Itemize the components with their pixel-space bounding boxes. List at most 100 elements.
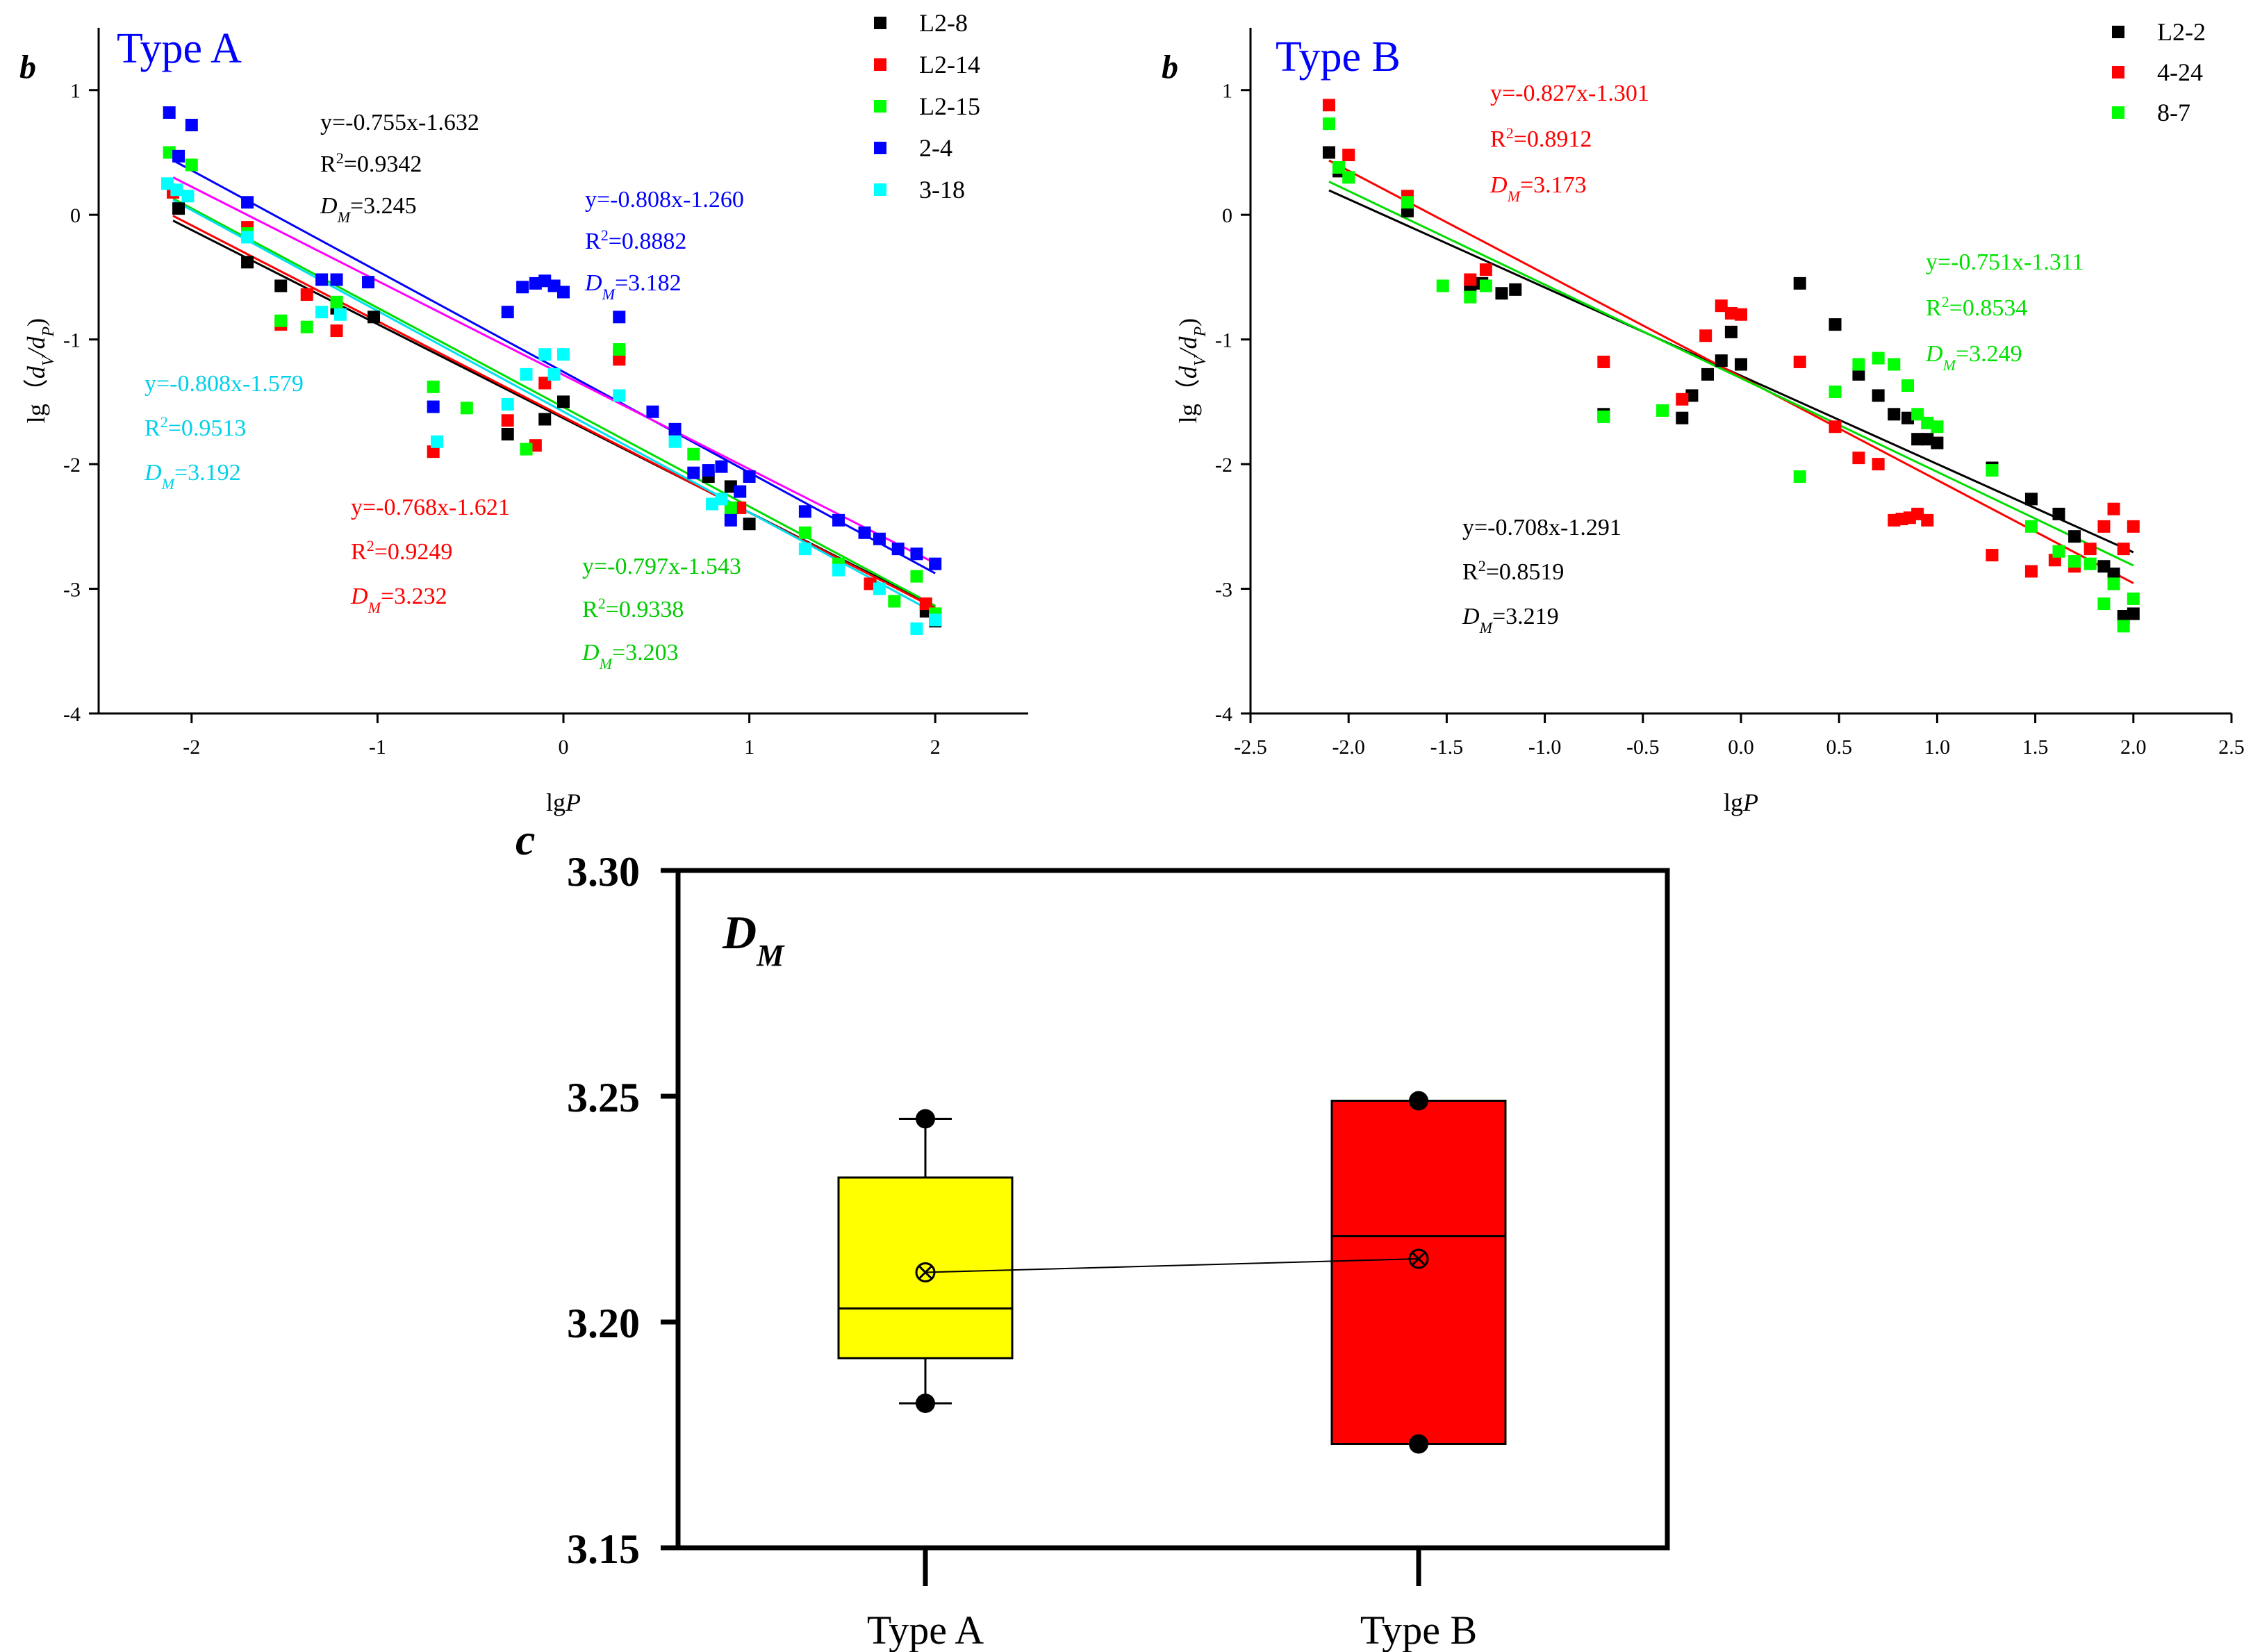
panel-2-point-8-7 <box>1597 410 1610 423</box>
panel-2-y-tick-label: -4 <box>1215 703 1232 726</box>
panel-2-annotation-l2-2-r2: R2=0.8519 <box>1462 557 1564 586</box>
panel-2-point-l2-2 <box>1735 358 1747 371</box>
panel-1-point-l2-8 <box>557 395 570 408</box>
panel-1-point-3-18 <box>538 348 552 361</box>
panel-1-annotation-l2-14-dm: DM=3.232 <box>350 584 447 616</box>
panel-1-point-2-4 <box>172 149 185 163</box>
panel-1-legend-label-l2-8: L2-8 <box>919 9 968 37</box>
panel-2-annotation-8-7-r2: R2=0.8534 <box>1926 293 2027 322</box>
panel-1-point-3-18 <box>929 613 942 627</box>
panel-2-point-l2-2 <box>2052 507 2065 520</box>
panel-2-x-tick-label: 2.5 <box>2218 736 2245 759</box>
panel-1-point-2-4 <box>315 273 329 286</box>
panel-1-annotation-2-4-dm: DM=3.182 <box>584 270 682 303</box>
panel-1-point-l2-14 <box>613 353 626 366</box>
panel-1-point-3-18 <box>181 190 195 203</box>
panel-1-point-l2-8 <box>743 518 756 531</box>
panel-1-fit-line-2-4 <box>172 159 936 575</box>
panel-2-y-axis-label: lg（dV/dP) <box>1174 318 1210 423</box>
panel-3-panel-letter: c <box>515 815 535 864</box>
panel-2-x-tick-label: 0.0 <box>1728 736 1754 759</box>
panel-3-mean-marker-type-a <box>915 1262 936 1282</box>
panel-3-mean-marker-type-b-cross-b <box>1411 1251 1426 1266</box>
panel-2-point-4-24 <box>1342 149 1355 162</box>
panel-2-annotation-4-24-r2: R2=0.8912 <box>1490 124 1592 153</box>
panel-2-point-l2-2 <box>2117 610 2130 623</box>
panel-1-point-3-18 <box>431 435 444 448</box>
panel-2-title: Type B <box>1276 33 1401 81</box>
panel-1-point-2-4 <box>516 281 529 294</box>
panel-2-x-tick-label: -2.0 <box>1332 736 1365 759</box>
panel-1-point-2-4 <box>724 513 737 527</box>
panel-1-point-3-18 <box>557 348 570 361</box>
panel-1-point-l2-15 <box>460 402 473 415</box>
panel-1-point-2-4 <box>241 196 254 209</box>
panel-1-point-2-4 <box>557 286 570 299</box>
panel-2-point-8-7 <box>2107 577 2120 590</box>
panel-1-point-l2-15 <box>613 342 626 356</box>
panel-1-y-tick-label: -3 <box>63 579 81 602</box>
panel-2-point-8-7 <box>1829 386 1842 399</box>
panel-1-fit-line-l2-15 <box>172 197 936 607</box>
panel-2-point-8-7 <box>1901 379 1915 393</box>
panel-2-point-4-24 <box>1464 273 1477 286</box>
panel-2-legend-label-l2-2: L2-2 <box>2157 18 2206 46</box>
panel-1-point-3-18 <box>798 543 811 556</box>
panel-1-annotation-2-4-equation: y=-0.808x-1.260 <box>585 187 744 213</box>
panel-2-point-8-7 <box>2052 545 2065 558</box>
panel-2-point-4-24 <box>1699 329 1713 342</box>
panel-1-x-tick-label: -1 <box>369 736 386 759</box>
panel-1-point-3-18 <box>333 308 347 321</box>
panel-1-point-2-4 <box>687 466 700 479</box>
panel-2-point-8-7 <box>2083 557 2097 570</box>
panel-1-annotation-l2-15-equation: y=-0.797x-1.543 <box>582 554 741 579</box>
panel-1-annotation-l2-14-equation: y=-0.768x-1.621 <box>351 495 510 520</box>
panel-2-annotation-l2-2-dm: DM=3.219 <box>1462 604 1559 636</box>
panel-1-point-2-4 <box>185 118 198 131</box>
panel-1-point-2-4 <box>910 547 923 561</box>
panel-1-annotation-3-18-r2: R2=0.9513 <box>145 413 246 442</box>
panel-2-point-4-24 <box>2117 543 2130 556</box>
panel-1-title: Type A <box>117 25 242 72</box>
panel-3-frame <box>675 868 1670 1551</box>
panel-2-point-l2-2 <box>1724 325 1738 338</box>
panel-2-y-tick-label: 1 <box>1222 80 1232 103</box>
panel-1-point-l2-15 <box>300 320 313 333</box>
panel-1-y-tick-label: 0 <box>70 204 81 227</box>
panel-2-point-4-24 <box>1322 99 1335 112</box>
panel-1-x-tick-label: 2 <box>930 736 941 759</box>
panel-1-annotation-l2-8-equation: y=-0.755x-1.632 <box>320 110 479 135</box>
panel-1-point-2-4 <box>798 505 811 518</box>
panel-3-box-type-a-min-point <box>916 1394 935 1413</box>
panel-2-point-l2-2 <box>1701 367 1714 381</box>
panel-1-x-axis-label: lgP <box>546 788 581 816</box>
panel-2-point-l2-2 <box>1921 433 1934 446</box>
panel-1-point-l2-8 <box>172 202 185 215</box>
panel-1-point-l2-15 <box>798 526 811 539</box>
panel-3-box-type-a-body <box>837 1176 1014 1360</box>
panel-1-point-2-4 <box>646 405 659 418</box>
panel-2-point-8-7 <box>1852 358 1865 371</box>
panel-2-point-8-7 <box>2024 520 2038 533</box>
panel-1-annotation-2-4-r2: R2=0.8882 <box>585 226 686 255</box>
panel-1-point-l2-8 <box>241 256 254 269</box>
panel-2-point-4-24 <box>1479 263 1492 276</box>
panel-1-y-tick-label: -2 <box>63 454 81 477</box>
panel-1-point-l2-15 <box>274 314 288 327</box>
panel-2-x-tick-label: -2.5 <box>1234 736 1267 759</box>
panel-2-point-8-7 <box>1888 358 1901 371</box>
panel-3-box-type-b-body <box>1330 1100 1507 1445</box>
panel-2-legend-label-4-24: 4-24 <box>2157 58 2203 86</box>
panel-2-y-tick-label: -1 <box>1215 329 1232 352</box>
panel-2-point-l2-2 <box>1676 411 1689 424</box>
panel-2-point-l2-2 <box>1322 146 1335 159</box>
panel-1-point-3-18 <box>832 563 845 577</box>
panel-1-y-tick-label: -4 <box>63 703 81 726</box>
panel-1-point-l2-14 <box>501 414 514 427</box>
panel-1-point-l2-15 <box>330 295 343 308</box>
panel-2-point-8-7 <box>1332 160 1346 174</box>
panel-2-x-tick-label: 1.5 <box>2022 736 2049 759</box>
panel-2-point-8-7 <box>1793 470 1806 484</box>
panel-2-point-l2-2 <box>2024 493 2038 506</box>
